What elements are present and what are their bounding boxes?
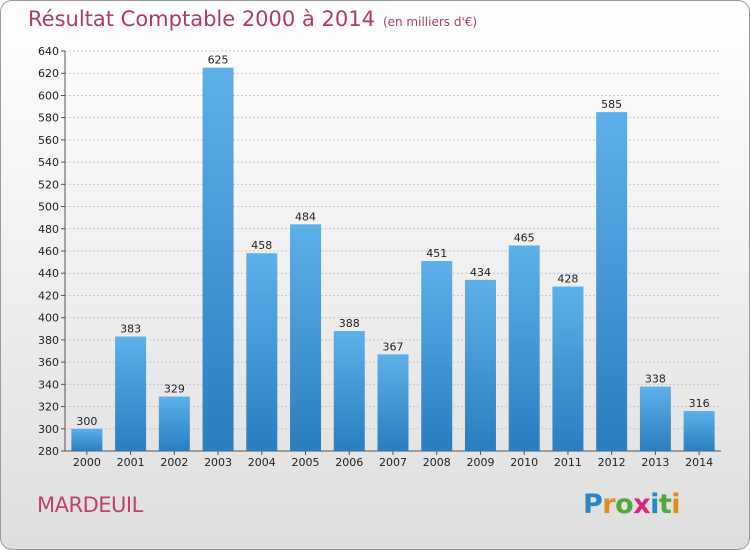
logo-letter: o xyxy=(615,489,634,520)
bar-2009 xyxy=(464,279,496,451)
y-tick-label: 380 xyxy=(38,334,59,347)
bar-2010 xyxy=(508,245,540,451)
chart-title: Résultat Comptable 2000 à 2014 (en millie… xyxy=(28,7,477,31)
bar-2006 xyxy=(333,331,365,451)
x-tick-label-2010: 2010 xyxy=(510,456,538,469)
commune-name: MARDEUIL xyxy=(37,493,143,517)
y-tick-label: 620 xyxy=(38,67,59,80)
y-tick-label: 400 xyxy=(38,312,59,325)
x-tick-label-2003: 2003 xyxy=(204,456,232,469)
y-tick-label: 520 xyxy=(38,178,59,191)
chart-unit-text: (en milliers d'€) xyxy=(382,15,478,29)
bar-2013 xyxy=(639,386,671,451)
value-label-2004: 458 xyxy=(251,239,272,252)
y-tick-label: 560 xyxy=(38,134,59,147)
y-tick-label: 580 xyxy=(38,112,59,125)
value-label-2002: 329 xyxy=(164,383,185,396)
bar-2014 xyxy=(683,411,715,451)
x-tick-label-2014: 2014 xyxy=(685,456,713,469)
chart-title-text: Résultat Comptable 2000 à 2014 xyxy=(28,7,375,31)
y-tick-label: 420 xyxy=(38,289,59,302)
value-label-2007: 367 xyxy=(383,340,404,353)
bar-2011 xyxy=(552,286,584,451)
logo-letter: i xyxy=(671,489,681,520)
x-tick-label-2005: 2005 xyxy=(292,456,320,469)
value-label-2005: 484 xyxy=(295,210,316,223)
x-tick-label-2002: 2002 xyxy=(160,456,188,469)
logo-letter: r xyxy=(602,489,616,520)
bar-2012 xyxy=(596,112,628,451)
y-tick-label: 280 xyxy=(38,445,59,458)
bar-2008 xyxy=(421,261,453,451)
x-tick-label-2009: 2009 xyxy=(466,456,494,469)
value-label-2001: 383 xyxy=(120,323,141,336)
y-tick-label: 340 xyxy=(38,378,59,391)
y-tick-label: 360 xyxy=(38,356,59,369)
y-tick-label: 440 xyxy=(38,267,59,280)
bar-2001 xyxy=(115,336,147,451)
logo-letter: P xyxy=(583,489,603,520)
logo-letter: t xyxy=(658,489,672,520)
y-tick-label: 540 xyxy=(38,156,59,169)
x-tick-label-2000: 2000 xyxy=(73,456,101,469)
value-label-2014: 316 xyxy=(689,397,710,410)
value-label-2003: 625 xyxy=(208,54,229,67)
value-label-2000: 300 xyxy=(76,415,97,428)
value-label-2008: 451 xyxy=(426,247,447,260)
x-tick-label-2007: 2007 xyxy=(379,456,407,469)
y-tick-label: 320 xyxy=(38,401,59,414)
value-label-2011: 428 xyxy=(557,273,578,286)
value-label-2012: 585 xyxy=(601,98,622,111)
x-tick-label-2013: 2013 xyxy=(641,456,669,469)
bar-2005 xyxy=(290,224,322,451)
bar-2002 xyxy=(158,396,190,451)
y-tick-label: 640 xyxy=(38,45,59,58)
bar-2004 xyxy=(246,253,278,451)
logo-letter: x xyxy=(633,489,651,520)
value-label-2013: 338 xyxy=(645,373,666,386)
x-tick-label-2008: 2008 xyxy=(423,456,451,469)
x-tick-label-2006: 2006 xyxy=(335,456,363,469)
value-label-2010: 465 xyxy=(514,231,535,244)
y-tick-label: 500 xyxy=(38,201,59,214)
y-tick-label: 600 xyxy=(38,89,59,102)
bar-2003 xyxy=(202,67,234,452)
x-tick-label-2004: 2004 xyxy=(248,456,276,469)
y-tick-label: 460 xyxy=(38,245,59,258)
value-label-2009: 434 xyxy=(470,266,491,279)
value-label-2006: 388 xyxy=(339,317,360,330)
proxiti-logo: Proxiti xyxy=(583,489,681,520)
y-tick-label: 300 xyxy=(38,423,59,436)
bar-2000 xyxy=(71,428,103,451)
bar-2007 xyxy=(377,354,409,451)
x-tick-label-2012: 2012 xyxy=(598,456,626,469)
x-tick-label-2011: 2011 xyxy=(554,456,582,469)
logo-letter: i xyxy=(650,489,659,520)
x-tick-label-2001: 2001 xyxy=(117,456,145,469)
y-tick-label: 480 xyxy=(38,223,59,236)
